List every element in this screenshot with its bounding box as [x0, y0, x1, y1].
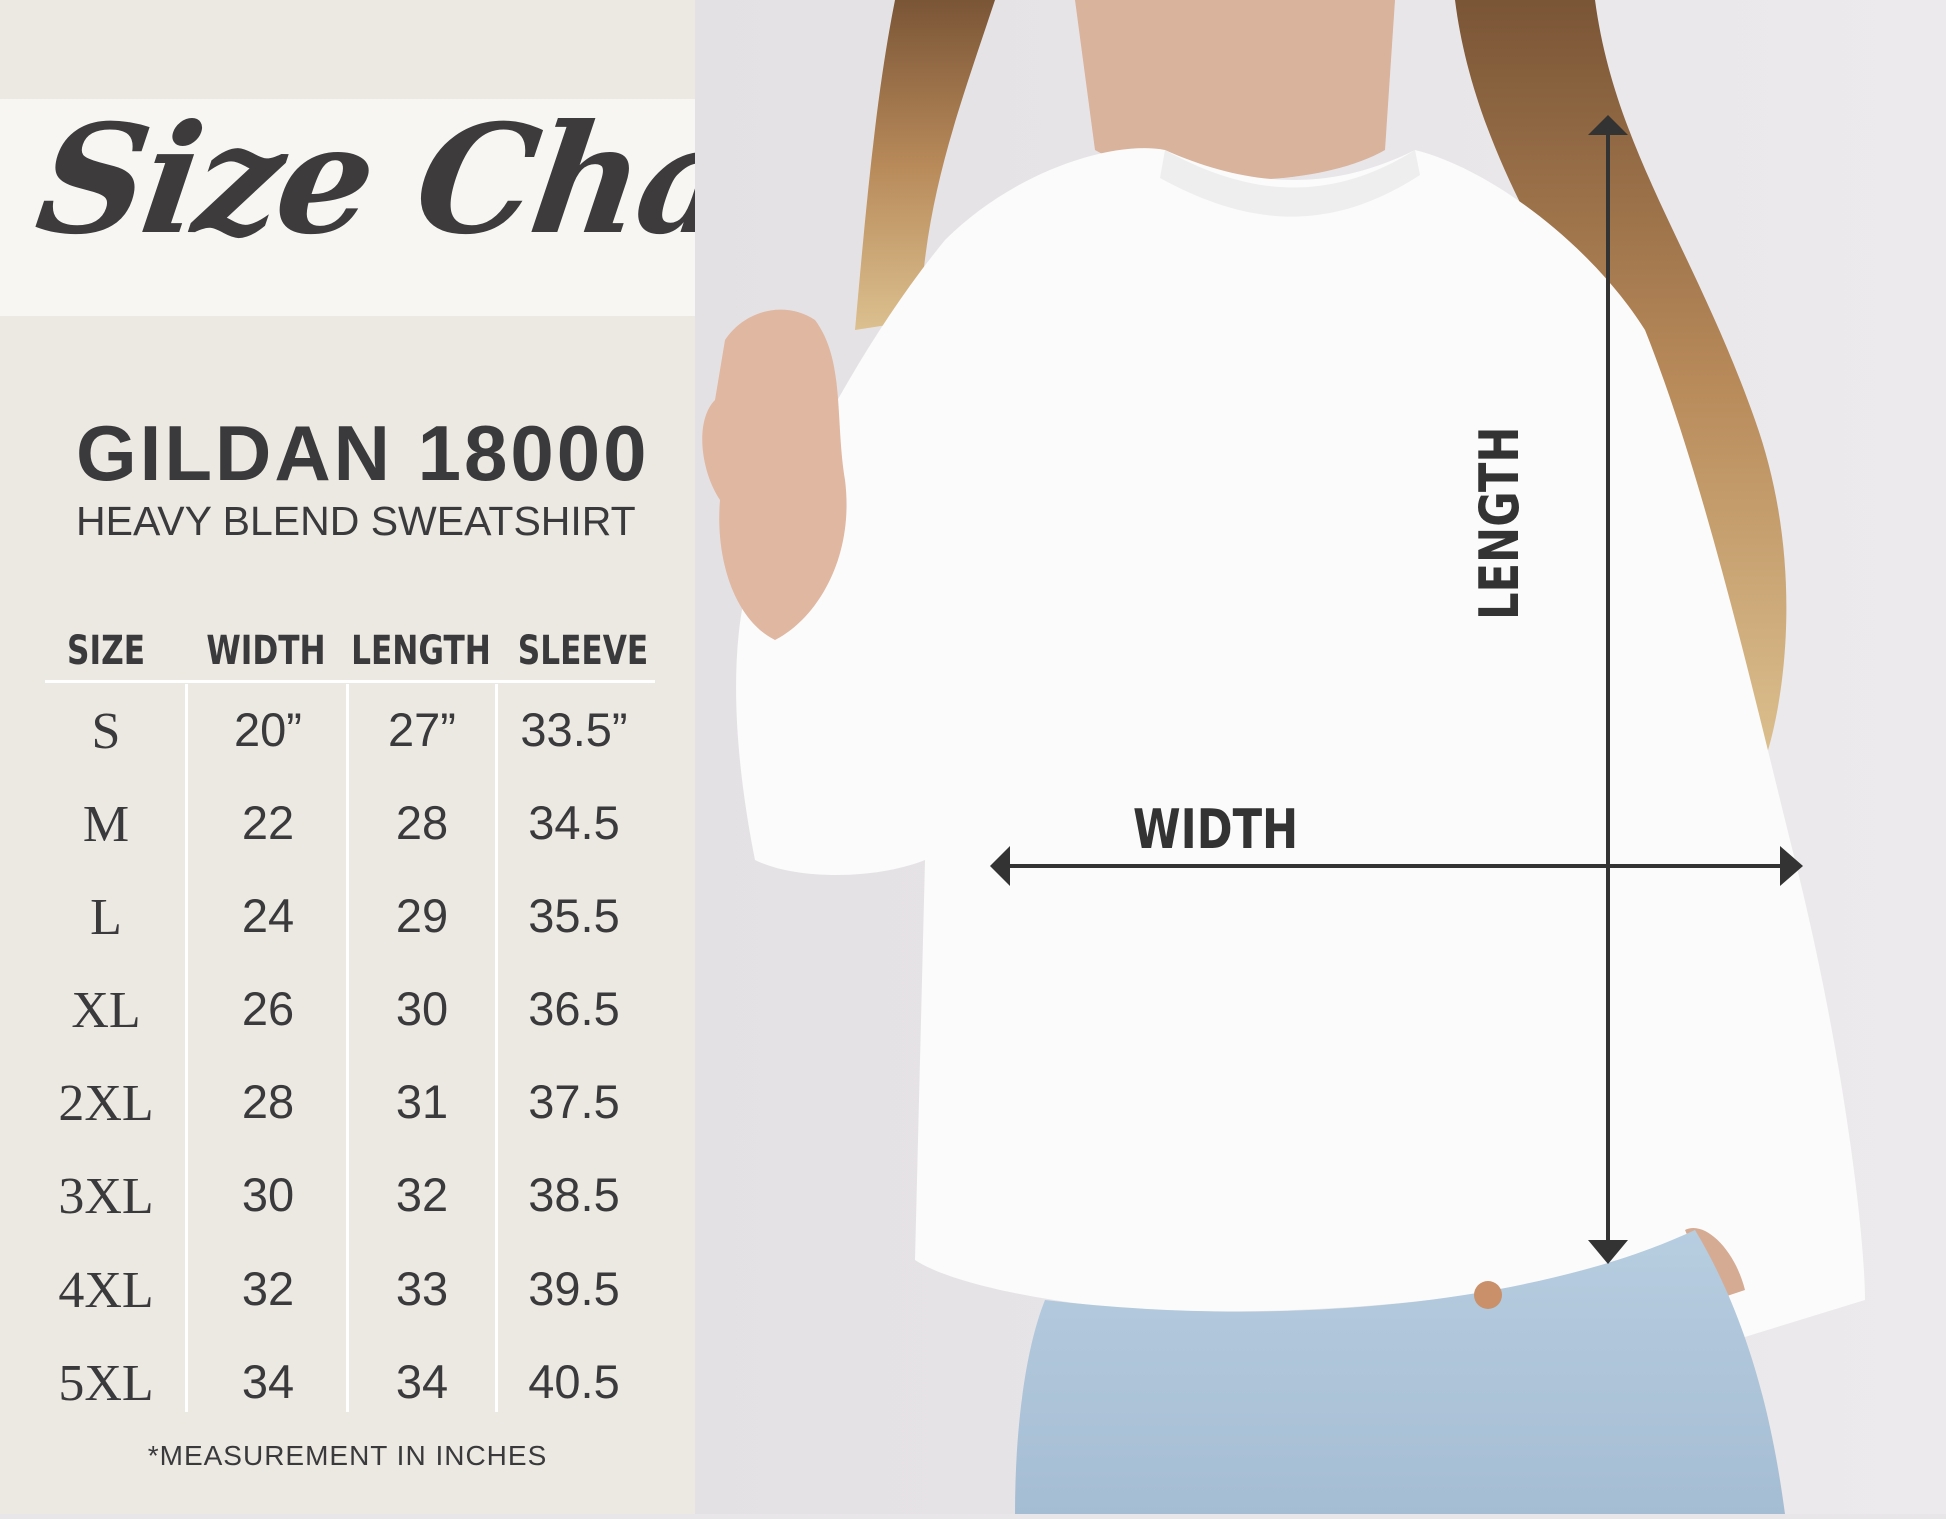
column-header: WIDTH — [206, 628, 326, 674]
column-divider — [185, 684, 188, 1412]
width-arrow — [990, 846, 1803, 886]
title-banner — [0, 99, 760, 316]
measurement-cell: 27” — [388, 703, 456, 756]
size-cell: L — [90, 889, 122, 946]
size-cell: 5XL — [58, 1355, 154, 1412]
measurement-cell: 40.5 — [528, 1355, 620, 1408]
measurement-cell: 32 — [395, 1168, 449, 1221]
measurement-cell: 34.5 — [528, 796, 620, 849]
measurement-cell: 30 — [395, 982, 449, 1035]
measurement-cell: 29 — [395, 889, 449, 942]
column-header: SIZE — [66, 628, 146, 674]
measurement-cell: 26 — [241, 982, 295, 1035]
size-chart-panel: Size Chart GILDAN 18000 HEAVY BLEND SWEA… — [0, 0, 884, 1514]
measurement-cell: 34 — [241, 1355, 295, 1408]
measurement-cell: 32 — [241, 1262, 295, 1315]
column-divider — [495, 684, 498, 1412]
column-divider — [346, 684, 349, 1412]
measurement-cell: 38.5 — [528, 1168, 620, 1221]
model-photo: WIDTH LENGTH — [695, 0, 1946, 1514]
measurement-cell: 35.5 — [528, 889, 620, 942]
measurement-cell: 24 — [241, 889, 295, 942]
column-header: SLEEVE — [517, 628, 649, 674]
measurement-cell: 30 — [241, 1168, 295, 1221]
sweatshirt-illustration — [695, 0, 1946, 1514]
size-cell: 2XL — [58, 1075, 154, 1132]
measurement-cell: 20” — [234, 703, 302, 756]
measurement-cell: 33.5” — [520, 703, 628, 756]
size-cell: 3XL — [58, 1168, 154, 1225]
measurement-cell: 28 — [395, 796, 449, 849]
measurement-cell: 28 — [241, 1075, 295, 1128]
column-header: LENGTH — [351, 628, 491, 674]
measurement-cell: 37.5 — [528, 1075, 620, 1128]
footnote: *MEASUREMENT IN INCHES — [147, 1440, 548, 1471]
product-subtitle: HEAVY BLEND SWEATSHIRT — [76, 498, 636, 544]
measurement-cell: 36.5 — [528, 982, 620, 1035]
length-arrow — [1588, 115, 1628, 1264]
size-cell: XL — [71, 982, 141, 1039]
measurement-cell: 34 — [395, 1355, 449, 1408]
size-cell: S — [91, 703, 121, 760]
width-label: WIDTH — [1133, 798, 1299, 861]
size-cell: 4XL — [58, 1262, 154, 1319]
brand-model: GILDAN 18000 — [76, 409, 650, 497]
size-cell: M — [82, 796, 130, 853]
header-divider — [45, 680, 655, 683]
length-label: LENGTH — [1468, 426, 1531, 620]
measurement-cell: 39.5 — [528, 1262, 620, 1315]
measurement-cell: 31 — [395, 1075, 449, 1128]
measurement-cell: 33 — [395, 1262, 449, 1315]
measurement-cell: 22 — [241, 796, 295, 849]
